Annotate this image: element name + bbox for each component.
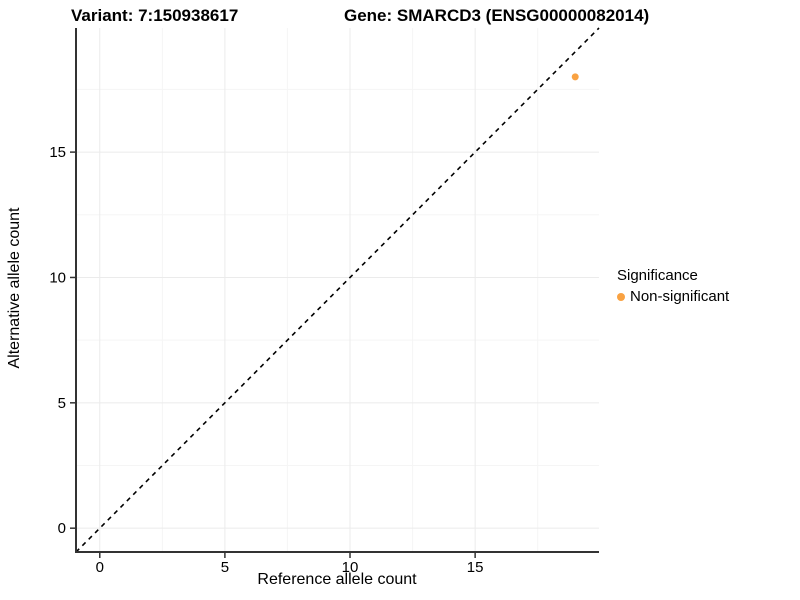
y-tick-label: 0 [58,520,66,537]
x-tick-label: 10 [342,559,359,576]
y-tick-label: 5 [58,395,66,412]
y-tick-label: 10 [49,269,66,286]
data-point [571,73,579,81]
legend-point-icon [617,292,625,301]
x-tick-label: 0 [96,559,104,576]
x-axis-title: Reference allele count [257,571,417,588]
legend-item-label: Non-significant [630,288,730,305]
variant-title: Variant: 7:150938617 [71,6,239,25]
gene-title: Gene: SMARCD3 (ENSG00000082014) [344,6,650,25]
x-tick-label: 15 [467,559,484,576]
identity-line [75,27,600,553]
legend-title: Significance [617,267,698,284]
y-axis-title: Alternative allele count [6,207,23,369]
legend: Significance Non-significant [617,267,729,305]
legend-item: Non-significant [617,288,729,305]
y-tick-label: 15 [49,144,66,161]
x-tick-label: 5 [221,559,229,576]
